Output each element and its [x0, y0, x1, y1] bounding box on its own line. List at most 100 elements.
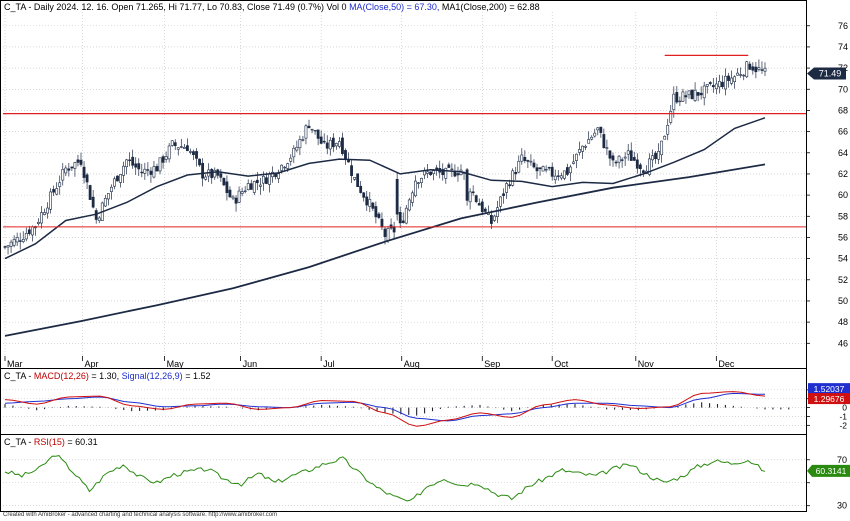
candle-up [73, 162, 77, 169]
candle-up [110, 186, 113, 192]
candle-down [85, 174, 89, 183]
candle-up [106, 193, 110, 200]
macd-panel [4, 391, 790, 427]
candle-down [556, 175, 560, 177]
candle-down [696, 92, 700, 96]
candle-down [751, 66, 755, 71]
candle-up [261, 175, 265, 184]
candle-up [301, 139, 305, 141]
candle-down [52, 189, 56, 193]
candle-up [562, 170, 566, 179]
candle-down [690, 89, 694, 100]
candle-up [517, 160, 521, 173]
candle-up [271, 171, 274, 178]
candle-up [15, 237, 19, 243]
candle-up [231, 196, 235, 199]
candle-up [529, 160, 533, 163]
candle-down [307, 125, 311, 129]
candle-down [76, 159, 80, 163]
signal-line [4, 392, 766, 422]
candle-up [43, 212, 46, 215]
candle-up [663, 135, 667, 140]
month-label: Sep [484, 359, 500, 369]
ma200-legend: MA1(Close,200) = 62.88 [439, 2, 540, 12]
last-price-label: 71.49 [819, 68, 842, 78]
candle-down [474, 195, 478, 203]
price-tick-label: 62 [838, 169, 848, 179]
candle-down [514, 171, 518, 175]
month-label: Dec [718, 359, 735, 369]
candle-up [444, 168, 448, 179]
candle-down [341, 137, 344, 154]
candle-down [228, 189, 232, 198]
candle-up [763, 67, 767, 72]
candle-up [24, 233, 28, 240]
candle-up [717, 80, 721, 88]
candle-down [383, 228, 387, 237]
candle-down [128, 159, 132, 161]
candle-down [70, 166, 74, 169]
month-label: Apr [85, 359, 99, 369]
candle-down [489, 215, 493, 224]
price-axis: 46485052545658606264666870727476MarAprMa… [4, 21, 848, 369]
candle-down [137, 163, 141, 170]
month-label: Mar [7, 359, 23, 369]
price-tick-label: 64 [838, 148, 848, 158]
candle-up [12, 239, 16, 246]
rsi-legend: RSI(15) [33, 437, 65, 447]
candle-down [526, 160, 530, 162]
candle-down [371, 202, 375, 209]
candle-down [116, 175, 119, 182]
rsi-header-prefix: C_TA - [4, 437, 34, 447]
candle-down [614, 161, 618, 164]
price-tick-label: 50 [838, 296, 848, 306]
macd-last-box [808, 393, 850, 405]
candle-up [569, 166, 572, 174]
candle-down [316, 129, 320, 139]
candle-up [404, 207, 408, 224]
month-label: May [167, 359, 185, 369]
price-tick-label: 56 [838, 232, 848, 242]
macd-last-label: 1.29676 [814, 394, 845, 404]
candle-up [334, 143, 338, 147]
candle-down [477, 203, 481, 206]
candle-down [234, 197, 238, 204]
candle-up [125, 159, 129, 168]
candle-up [681, 91, 685, 102]
candle-up [757, 67, 761, 70]
price-tick-label: 48 [838, 317, 848, 327]
month-label: Jun [243, 359, 258, 369]
price-header-text: C_TA - Daily 2024. 12. 16. Open 71.265, … [4, 2, 347, 12]
price-grid [3, 12, 806, 356]
candle-down [380, 218, 384, 228]
rsi-header: C_TA - RSI(15) = 60.31 [4, 437, 98, 447]
candle-down [532, 162, 536, 168]
candle-up [386, 228, 390, 241]
candle-down [620, 159, 624, 161]
macd-line [4, 391, 766, 427]
candle-down [550, 166, 554, 177]
ma200-line [4, 163, 766, 337]
candle-down [322, 140, 326, 143]
candle-down [441, 169, 445, 176]
signal-legend: Signal(12,26,9) [121, 371, 183, 381]
candle-down [392, 226, 396, 233]
candle-up [678, 100, 682, 103]
candle-up [605, 147, 609, 149]
candle-down [255, 179, 259, 184]
rsi-line [4, 455, 766, 502]
candle-up [417, 182, 420, 184]
price-tick-label: 46 [838, 338, 848, 348]
price-header: C_TA - Daily 2024. 12. 16. Open 71.265, … [4, 2, 540, 12]
rsi-last-label: 60.3141 [816, 466, 847, 476]
price-tick-label: 60 [838, 190, 848, 200]
candle-up [626, 150, 630, 155]
candle-up [268, 173, 271, 185]
candle-down [654, 152, 657, 159]
panel-frames [0, 0, 807, 512]
candle-up [213, 169, 217, 178]
candle-down [140, 171, 144, 174]
candle-down [708, 82, 712, 84]
price-tick-label: 74 [838, 42, 848, 52]
